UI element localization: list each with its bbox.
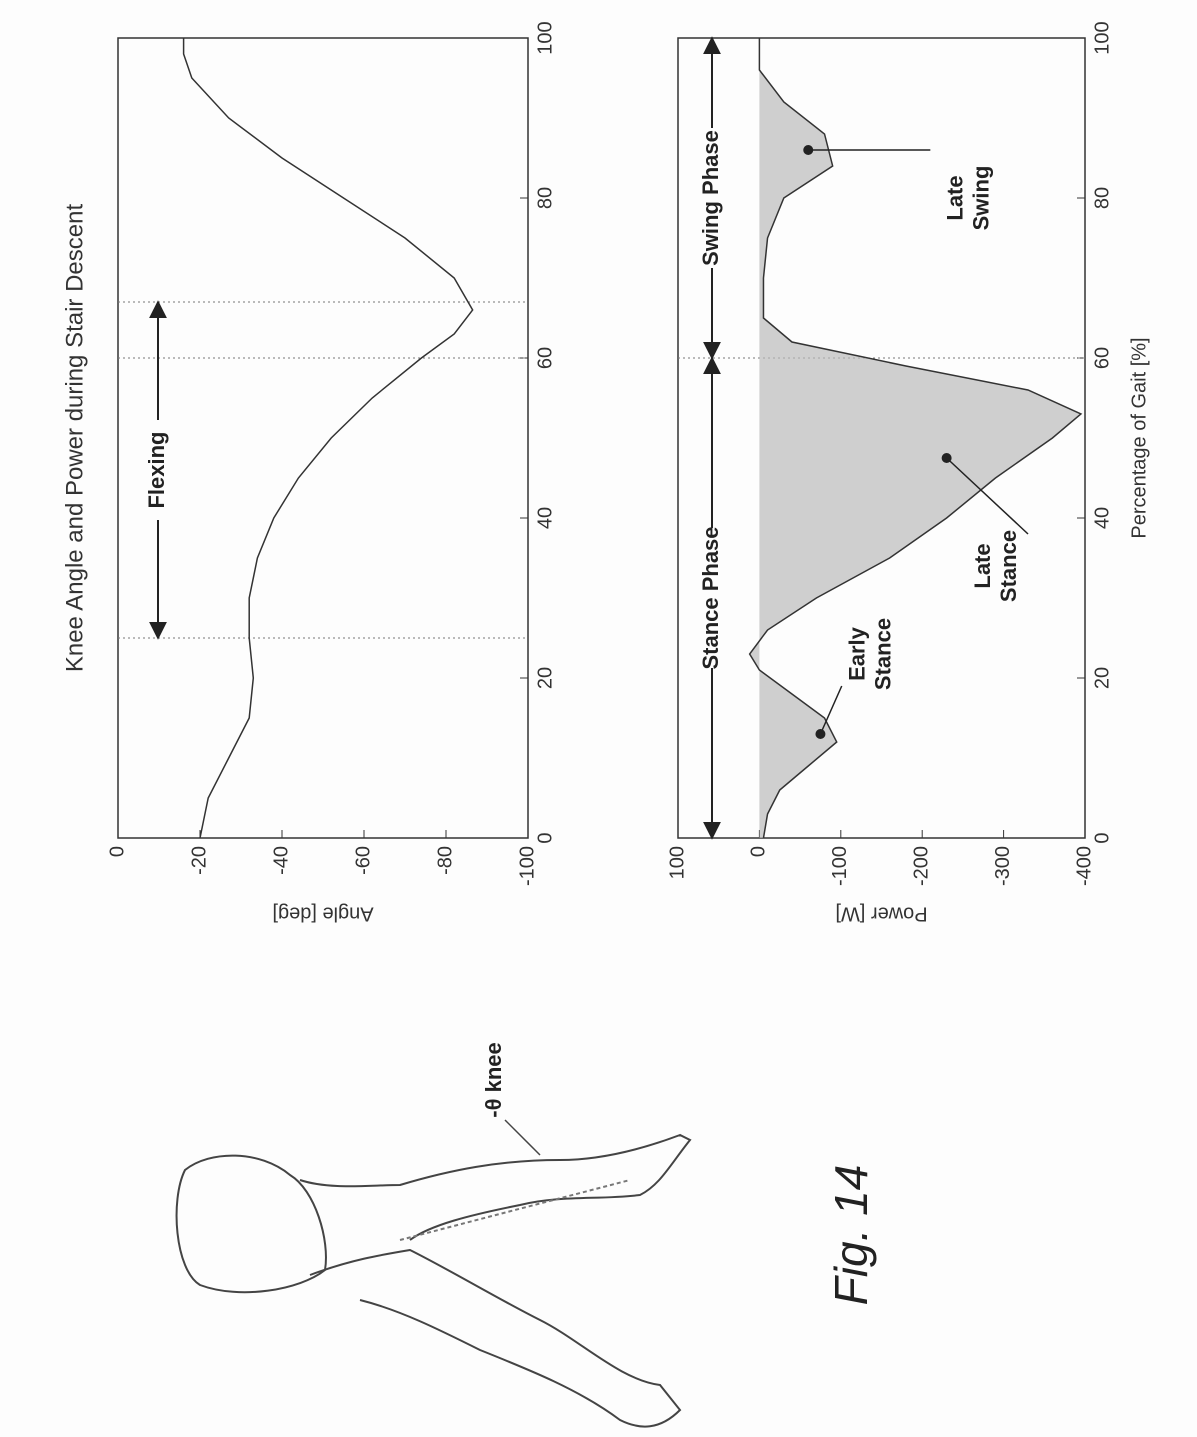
y-tick-label: -100	[829, 846, 851, 886]
annotation: Early	[845, 626, 870, 681]
figure-label: Fig. 14	[825, 1165, 877, 1306]
x-axis-label: Percentage of Gait [%]	[1128, 337, 1150, 538]
annotation: Stance	[871, 618, 896, 690]
annotation: Swing Phase	[698, 130, 723, 266]
y-axis-label: Power [W]	[835, 903, 927, 925]
y-tick-label: -40	[270, 846, 292, 875]
leader-dot	[803, 145, 813, 155]
y-axis-label: Angle [deg]	[272, 903, 373, 925]
x-tick-label: 60	[1091, 347, 1113, 369]
x-tick-label: 60	[534, 347, 556, 369]
y-tick-label: 0	[748, 846, 770, 857]
x-tick-label: 80	[1091, 187, 1113, 209]
annotation: Stance	[996, 530, 1021, 602]
figure: -θ knee Fig. 14 0 20 40 60 80 100 0 -20 -40 -60 -8…	[0, 0, 1197, 1437]
annotation: Late	[942, 175, 967, 220]
y-tick-label: -100	[516, 846, 538, 886]
x-tick-label: 80	[534, 187, 556, 209]
y-tick-label: 100	[666, 846, 688, 879]
x-tick-label: 20	[534, 667, 556, 689]
annotation: Swing	[968, 166, 993, 231]
x-tick-label: 100	[534, 21, 556, 54]
y-tick-label: 0	[106, 846, 128, 857]
annotation: Flexing	[144, 431, 169, 508]
x-tick-label: 0	[534, 832, 556, 843]
knee-label: -θ knee	[481, 1042, 506, 1117]
background	[0, 0, 1197, 1437]
y-tick-label: -80	[434, 846, 456, 875]
y-tick-label: -400	[1073, 846, 1095, 886]
x-tick-label: 100	[1091, 21, 1113, 54]
x-tick-label: 40	[534, 507, 556, 529]
x-tick-label: 40	[1091, 507, 1113, 529]
x-tick-label: 0	[1091, 832, 1113, 843]
y-tick-label: -200	[910, 846, 932, 886]
y-tick-label: -60	[352, 846, 374, 875]
leader-dot	[815, 729, 825, 739]
x-tick-label: 20	[1091, 667, 1113, 689]
annotation: Stance Phase	[698, 526, 723, 669]
y-tick-label: -300	[992, 846, 1014, 886]
leader-dot	[942, 453, 952, 463]
annotation: Late	[970, 543, 995, 588]
chart-title: Knee Angle and Power during Stair Descen…	[61, 204, 88, 673]
y-tick-label: -20	[188, 846, 210, 875]
